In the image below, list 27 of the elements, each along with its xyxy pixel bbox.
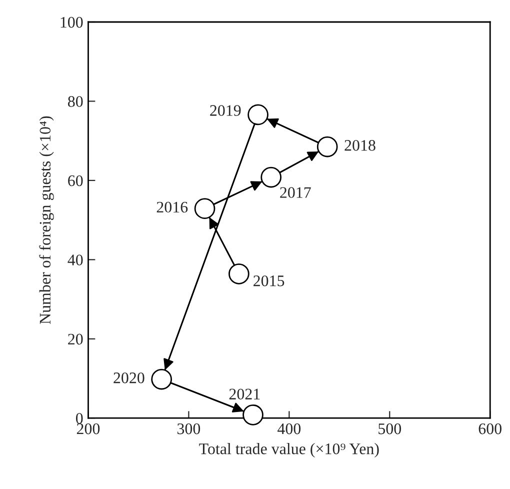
y-tick-label: 80 — [68, 96, 83, 107]
point — [248, 104, 268, 126]
y-tick-label: 100 — [60, 16, 83, 28]
x-tick-label: 400 — [278, 423, 301, 434]
point — [228, 264, 250, 284]
y-tick-label: 40 — [68, 254, 83, 266]
x-tick-label: 600 — [478, 423, 502, 434]
y-tick-label: 0 — [76, 413, 83, 424]
point — [242, 404, 264, 426]
x-axis-title: Total trade value (×10⁹ Yen) — [199, 442, 379, 458]
annotation: 2019 — [210, 105, 241, 116]
y-tick-label: 20 — [68, 334, 83, 345]
point — [316, 136, 338, 158]
annotation: 2017 — [280, 187, 311, 198]
annotation: 2016 — [156, 202, 188, 213]
point — [194, 198, 216, 219]
point — [151, 368, 172, 390]
point — [260, 166, 282, 188]
x-tick-label: 300 — [177, 423, 200, 434]
y-axis-title: Number of foreign guests (×10⁴) — [39, 116, 54, 324]
annotation: 2018 — [344, 140, 376, 151]
x-tick-label: 200 — [76, 423, 100, 434]
x-tick-label: 500 — [378, 423, 402, 434]
annotation: 2021 — [229, 388, 260, 400]
y-tick-label: 60 — [68, 175, 83, 186]
annotation: 2015 — [254, 275, 284, 286]
annotation: 2020 — [114, 372, 144, 384]
